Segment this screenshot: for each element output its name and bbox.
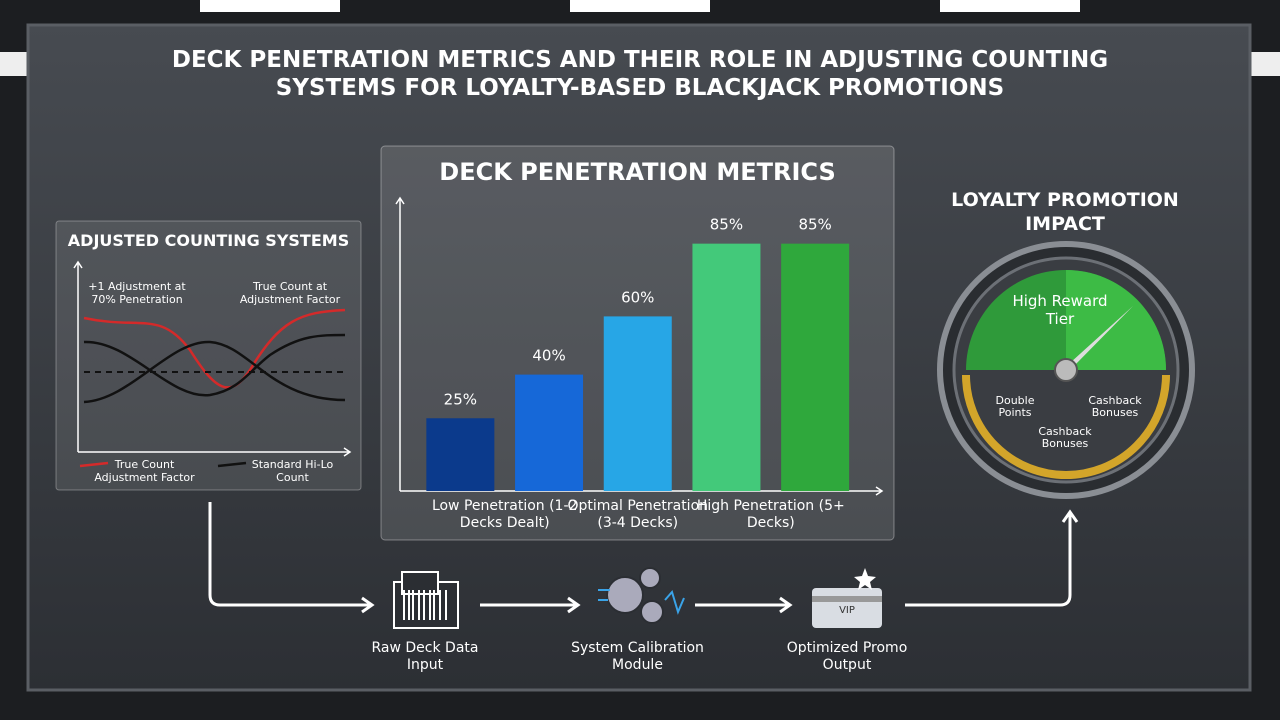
counting-axes [73,260,352,457]
legend-swatch [217,461,247,468]
annotation: +1 Adjustment at 70% Penetration [88,280,186,306]
gauge-label: Double Points [995,394,1035,419]
vip-card-icon: VIP [812,568,882,628]
value-label: 85% [710,216,743,234]
page-title: DECK PENETRATION METRICS AND THEIR ROLE … [171,47,1109,101]
ceiling-light [200,0,340,12]
chart-title: DECK PENETRATION METRICS [439,158,836,186]
wall-light [1250,52,1280,76]
gear-icon [598,567,685,624]
gauge-label: Cashback Bonuses [1088,394,1142,419]
bar [603,316,672,491]
panel-title: ADJUSTED COUNTING SYSTEMS [67,231,350,250]
legend-label: True Count Adjustment Factor [94,458,195,484]
flow-label: System Calibration Module [571,640,704,673]
value-label: 40% [532,347,565,365]
annotation: True Count at Adjustment Factor [239,280,341,306]
deck-icon [393,571,459,629]
flow-label: Optimized Promo Output [786,640,908,673]
legend-label: Standard Hi-Lo Count [251,458,334,484]
value-label: 25% [444,390,477,408]
gauge-tier: High Reward Tier [1012,292,1108,328]
bar [781,243,850,491]
black-curve [83,340,346,404]
x-tick-label: Low Penetration (1-2 Decks Dealt) [431,498,578,531]
bar [692,243,761,491]
flow-label: Raw Deck Data Input [371,640,479,673]
counting-panel [55,220,362,491]
legend-swatch [79,461,109,468]
bar [515,374,584,491]
black-curve [83,333,346,397]
flow-arrows [208,502,1079,614]
gauge-title: LOYALTY PROMOTION IMPACT [951,189,1179,235]
chart-axes [395,196,884,496]
ceiling-light [570,0,710,12]
ceiling-light [940,0,1080,12]
gauge [937,241,1195,499]
wall-light [0,52,30,76]
x-tick-label: High Penetration (5+ Decks) [696,498,845,531]
svg-text:VIP: VIP [839,605,855,616]
value-label: 85% [798,216,831,234]
value-label: 60% [621,288,654,306]
red-curve [83,308,346,389]
bar [426,418,495,491]
x-tick-label: Optimal Penetration (3-4 Decks) [567,498,709,531]
gauge-label: Cashback Bonuses [1038,425,1092,450]
